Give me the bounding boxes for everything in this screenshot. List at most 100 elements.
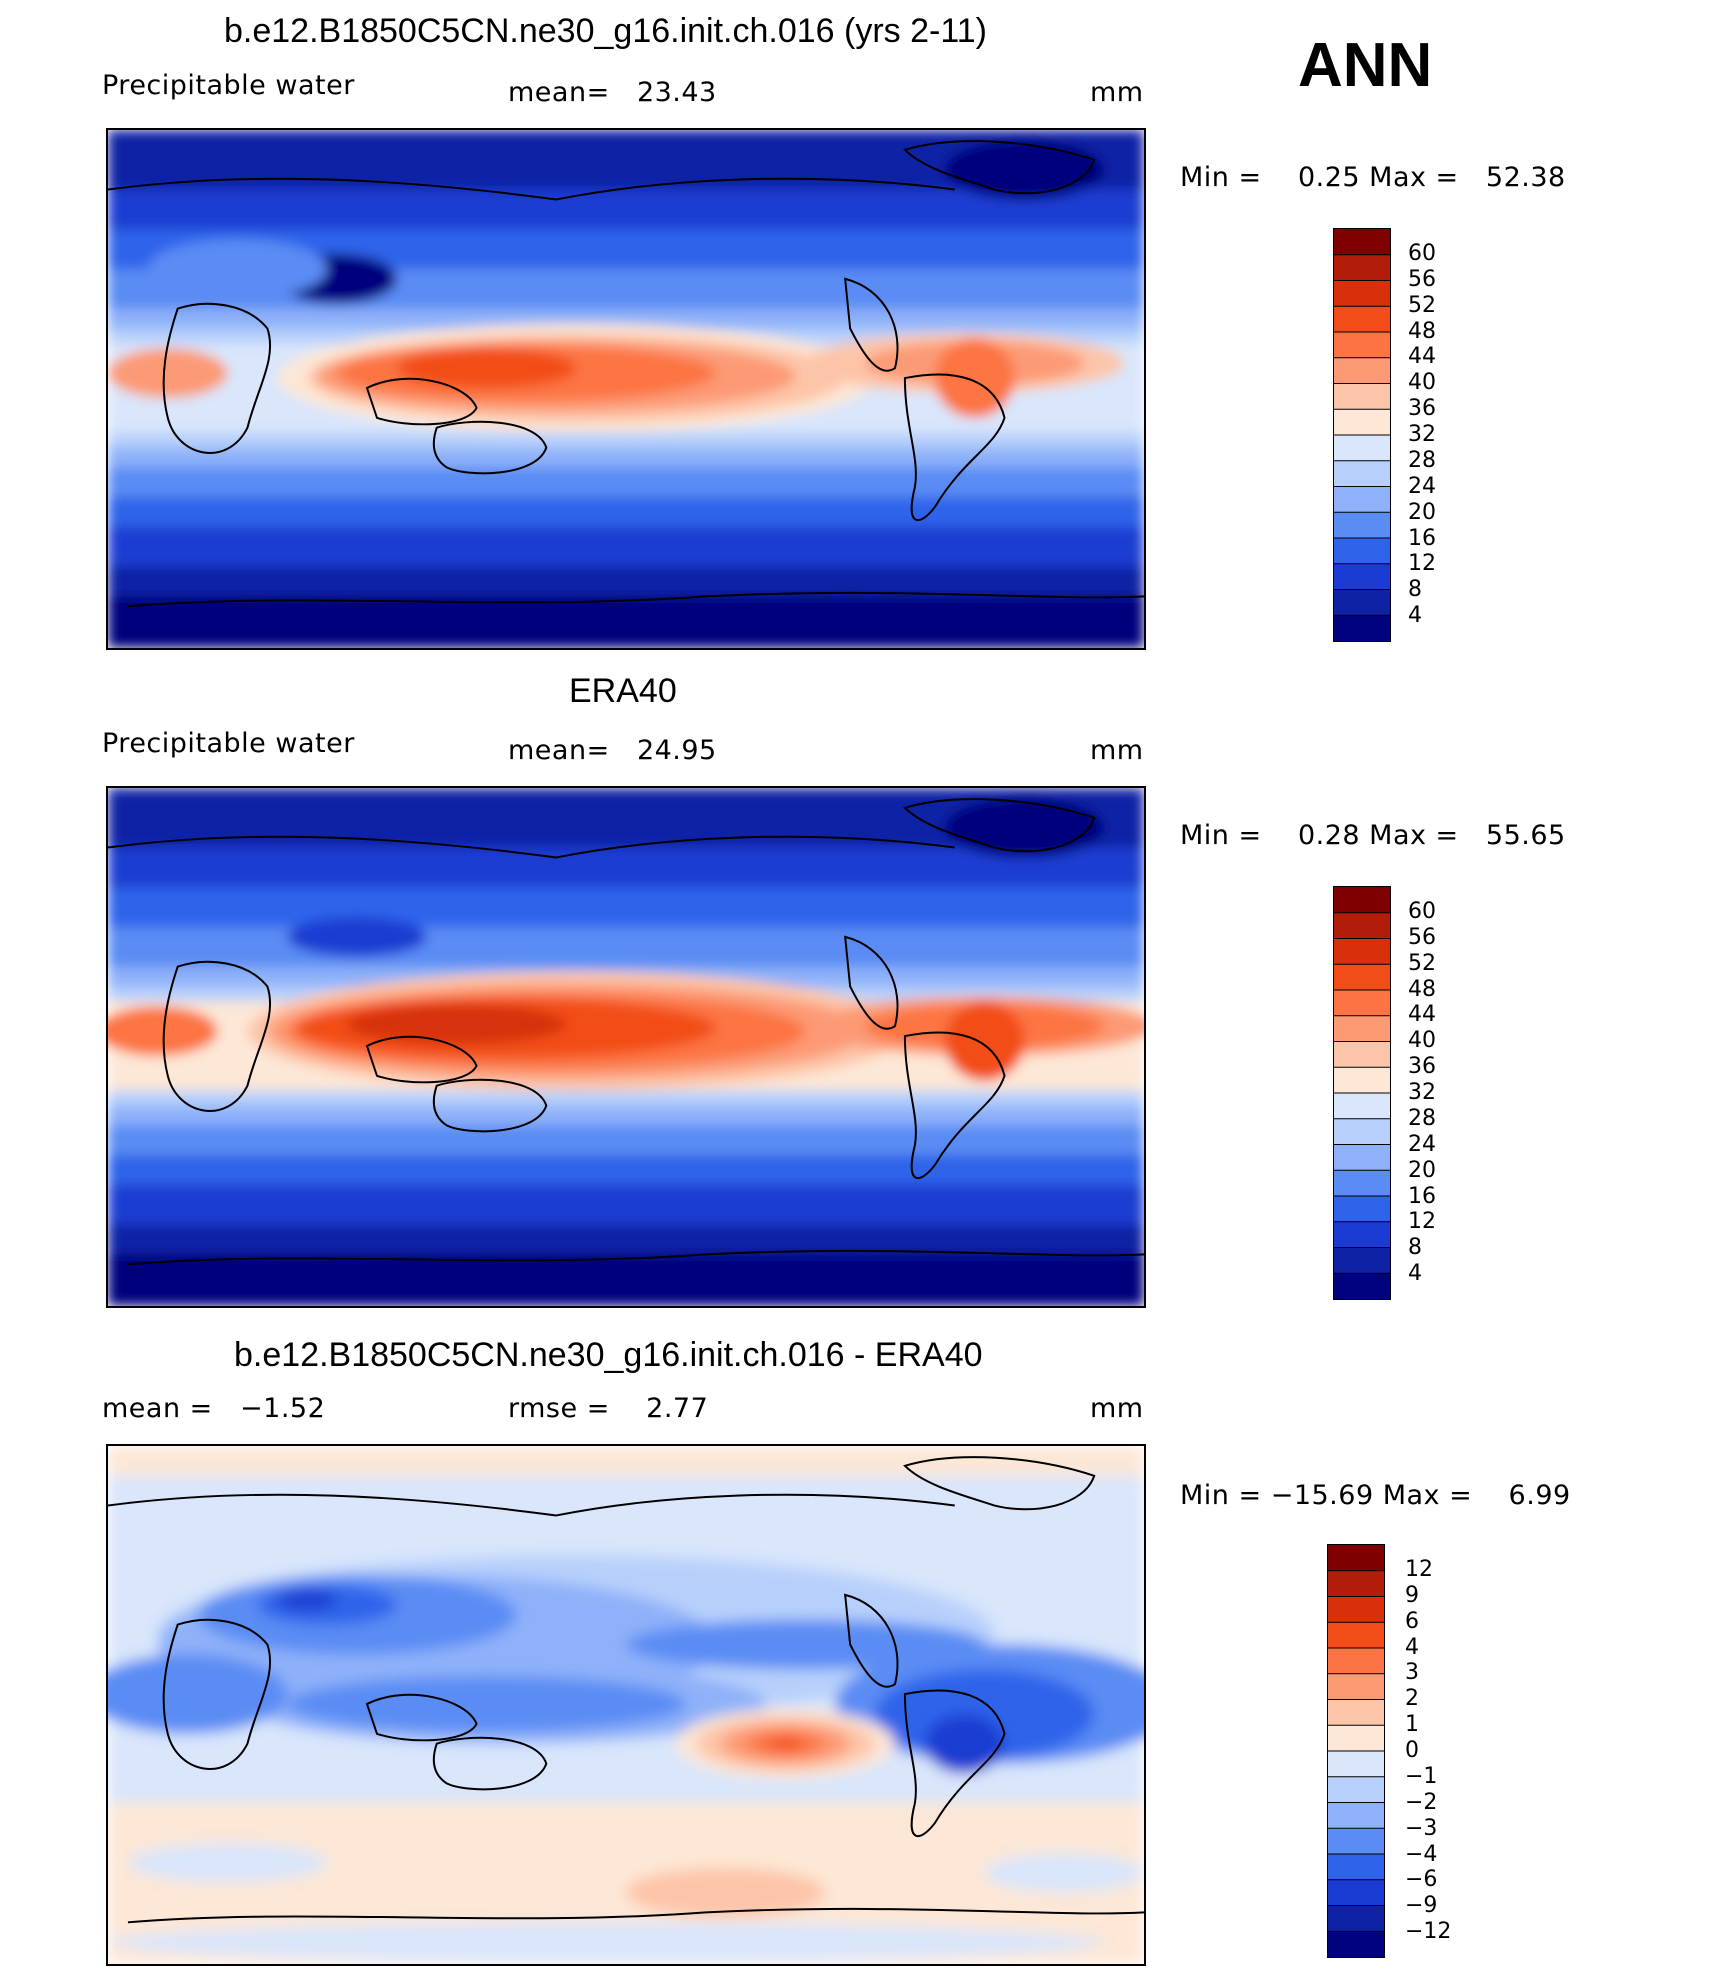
colorbar-swatch	[1328, 1648, 1384, 1675]
cb-label: 16	[1408, 525, 1436, 551]
cb-label: −12	[1405, 1919, 1452, 1945]
cb-label: 48	[1408, 318, 1436, 344]
cb-label: 8	[1408, 1235, 1422, 1261]
colorbar-swatch	[1334, 1221, 1390, 1248]
panel-3-map	[106, 1444, 1146, 1966]
colorbar-swatch	[1334, 1247, 1390, 1274]
panel-1-units: mm	[1090, 77, 1144, 108]
cb-label: 24	[1408, 1131, 1436, 1157]
cb-label: −4	[1405, 1841, 1438, 1867]
cb-label: 56	[1408, 266, 1436, 292]
panel-1-variable: Precipitable water	[102, 70, 355, 101]
panel-1-colorbar-swatches	[1334, 229, 1390, 641]
colorbar-swatch	[1334, 229, 1390, 256]
panel-3-colorbar-swatches	[1328, 1545, 1384, 1957]
cb-label: 52	[1408, 950, 1436, 976]
panel-1-mean: mean= 23.43	[508, 77, 717, 108]
colorbar-swatch	[1334, 1196, 1390, 1223]
cb-label: 1	[1405, 1712, 1419, 1738]
cb-label: 52	[1408, 292, 1436, 318]
panel-2-minmax: Min = 0.28 Max = 55.65	[1180, 820, 1566, 851]
cb-label: 60	[1408, 898, 1436, 924]
colorbar-swatch	[1328, 1622, 1384, 1649]
colorbar-swatch	[1328, 1570, 1384, 1597]
colorbar-swatch	[1334, 332, 1390, 359]
cb-label: 0	[1405, 1738, 1419, 1763]
colorbar-swatch	[1334, 1015, 1390, 1042]
colorbar-swatch	[1334, 512, 1390, 539]
panel-3-rmse: rmse = 2.77	[508, 1393, 709, 1424]
panel-3-units: mm	[1090, 1393, 1144, 1424]
cb-label: 32	[1408, 422, 1436, 447]
colorbar-swatch	[1328, 1725, 1384, 1752]
panel-1-minmax: Min = 0.25 Max = 52.38	[1180, 162, 1566, 193]
colorbar-swatch	[1328, 1545, 1384, 1572]
cb-label: 20	[1408, 1157, 1436, 1183]
panel-2-colorbar	[1333, 886, 1391, 1300]
colorbar-swatch	[1334, 1170, 1390, 1197]
colorbar-swatch	[1334, 306, 1390, 333]
cb-label: 44	[1408, 1002, 1436, 1028]
cb-label: 48	[1408, 976, 1436, 1002]
cb-label: 4	[1408, 603, 1422, 629]
panel-3-colorbar	[1327, 1544, 1385, 1958]
cb-label: −6	[1405, 1867, 1438, 1893]
colorbar-swatch	[1328, 1596, 1384, 1623]
panel-2-variable: Precipitable water	[102, 728, 355, 759]
panel-1-colorbar	[1333, 228, 1391, 642]
cb-label: 6	[1405, 1608, 1419, 1634]
precipitable-water-model-map	[108, 130, 1144, 648]
cb-label: 2	[1405, 1686, 1419, 1712]
colorbar-swatch	[1334, 538, 1390, 565]
cb-label: −1	[1405, 1763, 1438, 1789]
colorbar-swatch	[1334, 615, 1390, 641]
colorbar-swatch	[1328, 1699, 1384, 1726]
panel-2-mean: mean= 24.95	[508, 735, 717, 766]
cb-label: 3	[1405, 1660, 1419, 1686]
precipitable-water-difference-map	[108, 1446, 1144, 1964]
colorbar-swatch	[1334, 486, 1390, 513]
colorbar-swatch	[1334, 887, 1390, 914]
colorbar-swatch	[1328, 1751, 1384, 1778]
panel-2-colorbar-swatches	[1334, 887, 1390, 1299]
panel-3-title: b.e12.B1850C5CN.ne30_g16.init.ch.016 - E…	[234, 1336, 983, 1374]
cb-label: 12	[1405, 1556, 1433, 1582]
cb-label: 16	[1408, 1183, 1436, 1209]
colorbar-swatch	[1334, 990, 1390, 1017]
cb-label: 32	[1408, 1080, 1436, 1105]
cb-label: 44	[1408, 344, 1436, 370]
cb-label: 36	[1408, 1054, 1436, 1080]
colorbar-swatch	[1328, 1879, 1384, 1906]
cb-label: 24	[1408, 473, 1436, 499]
colorbar-swatch	[1334, 254, 1390, 281]
panel-1-map	[106, 128, 1146, 650]
colorbar-swatch	[1334, 383, 1390, 410]
colorbar-swatch	[1328, 1905, 1384, 1932]
cb-label: 56	[1408, 924, 1436, 950]
colorbar-swatch	[1334, 964, 1390, 991]
cb-label: −3	[1405, 1815, 1438, 1841]
colorbar-swatch	[1334, 1144, 1390, 1171]
precipitable-water-era40-map	[108, 788, 1144, 1306]
cb-label: 28	[1408, 447, 1436, 473]
cb-label: 4	[1405, 1634, 1419, 1660]
colorbar-swatch	[1334, 357, 1390, 384]
colorbar-swatch	[1334, 1118, 1390, 1145]
colorbar-swatch	[1334, 435, 1390, 462]
colorbar-swatch	[1334, 938, 1390, 965]
season-label: ANN	[1298, 31, 1433, 100]
cb-label: −2	[1405, 1789, 1438, 1815]
colorbar-swatch	[1328, 1673, 1384, 1700]
colorbar-swatch	[1328, 1854, 1384, 1881]
cb-label: 12	[1408, 1209, 1436, 1235]
colorbar-swatch	[1334, 1273, 1390, 1299]
colorbar-swatch	[1328, 1776, 1384, 1803]
cb-label: 60	[1408, 240, 1436, 266]
cb-label: 40	[1408, 370, 1436, 396]
colorbar-swatch	[1334, 460, 1390, 487]
colorbar-swatch	[1334, 563, 1390, 590]
colorbar-swatch	[1334, 589, 1390, 616]
panel-1-title: b.e12.B1850C5CN.ne30_g16.init.ch.016 (yr…	[224, 12, 987, 50]
colorbar-swatch	[1328, 1931, 1384, 1957]
colorbar-swatch	[1328, 1802, 1384, 1829]
